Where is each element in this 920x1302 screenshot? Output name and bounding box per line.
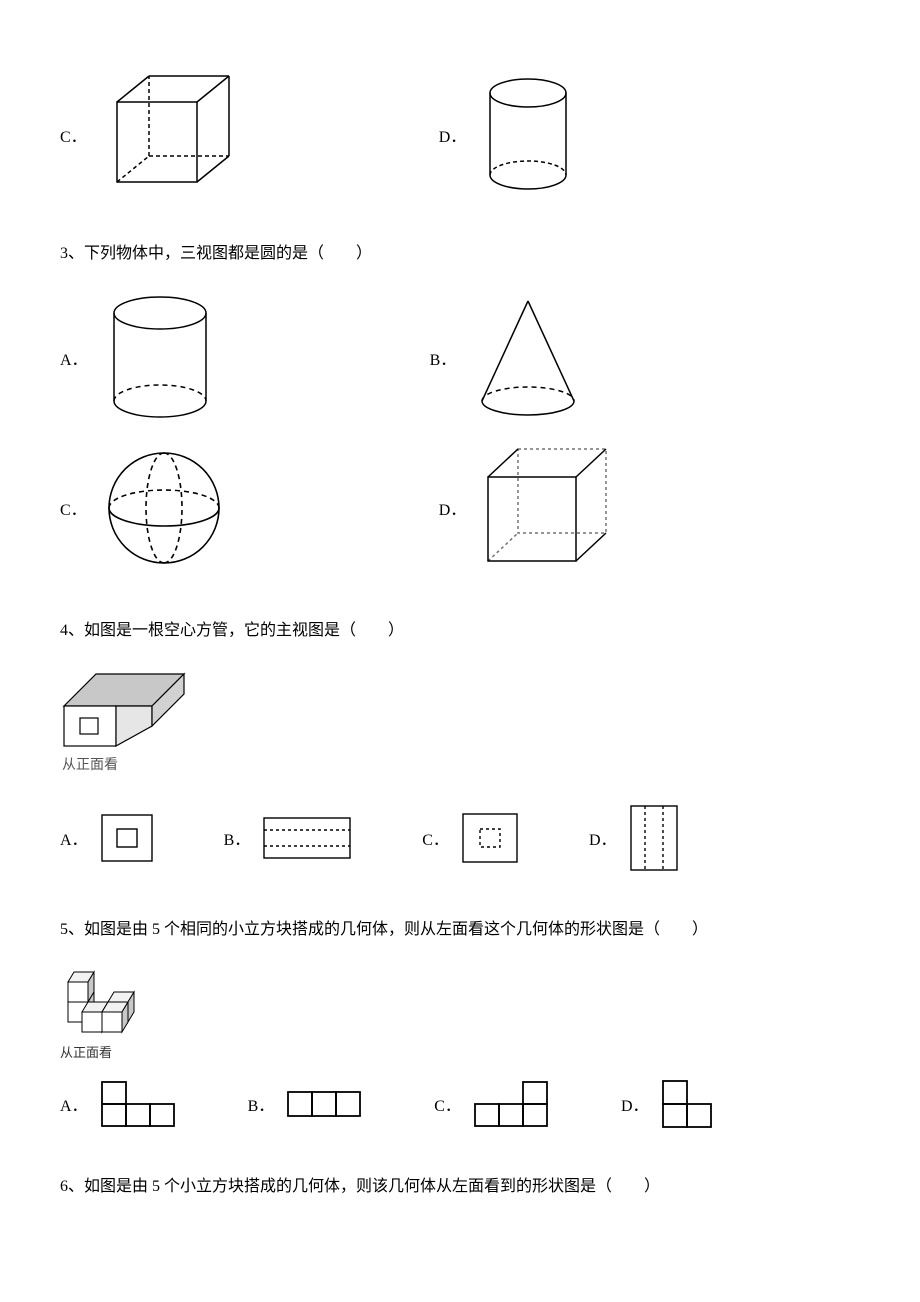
q4-b-label: B． [224,826,251,850]
q5-b-label: B． [248,1092,275,1116]
l-shape-left-icon [100,1080,178,1128]
q3-option-d: D． [439,443,619,573]
q4-text: 4、如图是一根空心方管，它的主视图是（ ） [60,617,860,646]
l-shape-2x2-icon [661,1079,715,1129]
q2-options-cd: C． D． [60,70,860,200]
q2-d-label: D． [439,123,467,147]
q5-d-label: D． [621,1092,649,1116]
q2-option-c: C． [60,70,239,200]
q3-c-label: C． [60,496,87,520]
sphere-icon [99,443,229,573]
square-dashed-inner-icon [461,812,519,864]
q4-option-a: A． [60,813,154,863]
cylinder-icon [478,75,578,195]
q4-figure: 从正面看 [60,670,860,774]
cube-icon [478,443,618,573]
q3-text: 3、下列物体中，三视图都是圆的是（ ） [60,240,860,269]
q5-figure: 从正面看 [60,968,860,1061]
q6-text: 6、如图是由 5 个小立方块搭成的几何体，则该几何体从左面看到的形状图是（ ） [60,1173,860,1202]
cube-stack-icon [60,968,160,1040]
cylinder-icon [100,293,220,423]
q3-row-ab: A． B． [60,293,860,423]
q3-row-cd: C． D． [60,443,860,573]
q3-option-c: C． [60,443,229,573]
row-3-icon [286,1090,364,1118]
l-shape-right-icon [473,1080,551,1128]
cone-icon [468,293,588,423]
q4-option-b: B． [224,816,353,860]
q2-option-d: D． [439,75,579,195]
q3-option-b: B． [430,293,589,423]
q2-c-label: C． [60,123,87,147]
q5-a-label: A． [60,1092,88,1116]
q4-option-d: D． [589,804,679,872]
q5-c-label: C． [434,1092,461,1116]
q3-a-label: A． [60,346,88,370]
rect-dashed-lines-icon [262,816,352,860]
q5-option-a: A． [60,1080,178,1128]
q4-c-label: C． [422,826,449,850]
q4-option-c: C． [422,812,519,864]
q4-a-label: A． [60,826,88,850]
cube-wireframe-icon [99,70,239,200]
q5-text: 5、如图是由 5 个相同的小立方块搭成的几何体，则从左面看这个几何体的形状图是（… [60,916,860,945]
q3-d-label: D． [439,496,467,520]
q3-b-label: B． [430,346,457,370]
tall-rect-dashed-cols-icon [629,804,679,872]
q5-options: A． B． C． [60,1079,860,1129]
q5-option-b: B． [248,1090,365,1118]
q5-caption: 从正面看 [60,1042,860,1061]
square-in-square-icon [100,813,154,863]
q5-option-d: D． [621,1079,715,1129]
q3-option-a: A． [60,293,220,423]
hollow-square-tube-icon [60,670,190,750]
q4-caption: 从正面看 [62,754,860,774]
q4-options: A． B． C． D． [60,804,860,872]
q5-option-c: C． [434,1080,551,1128]
q4-d-label: D． [589,826,617,850]
